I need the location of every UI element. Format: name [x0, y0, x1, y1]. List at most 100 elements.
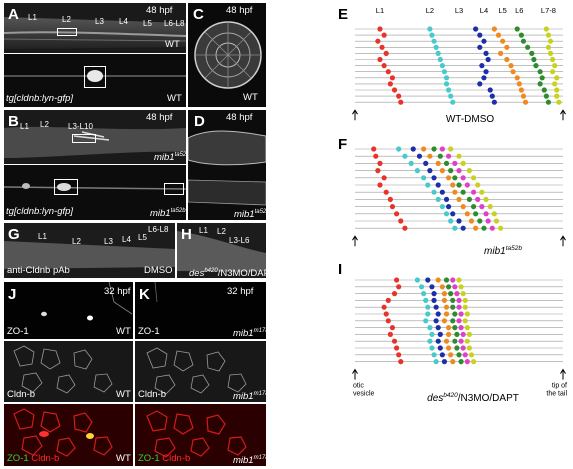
chart-point-red	[377, 182, 383, 188]
time-label-c: 48 hpf	[226, 5, 253, 16]
chart-point-red	[387, 196, 393, 202]
column-label: L5	[499, 6, 507, 15]
chart-point-yellow	[462, 318, 468, 324]
chart-point-orange	[443, 304, 450, 310]
chart-point-blue	[423, 160, 429, 166]
chart-point-orange	[427, 153, 433, 159]
genotype-a-bottom: WT	[167, 93, 182, 104]
chart-point-l5	[510, 69, 516, 75]
stain-j-mid: Cldn-b	[7, 389, 35, 400]
chart-point-yellow	[491, 211, 497, 217]
chart-point-l7-8	[547, 38, 554, 44]
chart-point-red	[381, 304, 387, 310]
chart-point-green	[466, 196, 472, 202]
inset-box-b2	[54, 179, 78, 195]
left-axis-label: otic	[353, 383, 364, 390]
chart-point-yellow	[498, 225, 504, 231]
chart-point-magenta	[456, 297, 462, 303]
chart-point-blue	[435, 182, 441, 188]
arrow-left-icon	[352, 109, 358, 121]
chart-point-l1	[391, 87, 398, 93]
chart-point-red	[389, 204, 396, 210]
chart-point-orange	[452, 189, 458, 195]
chart-point-l2	[433, 44, 439, 50]
chart-point-blue	[443, 196, 450, 202]
marker-a-3: L4	[119, 17, 128, 26]
chart-caption: desb420/N3MO/DAPT	[427, 392, 519, 404]
chart-point-orange	[446, 331, 452, 337]
chart-point-orange	[468, 218, 475, 224]
chart-point-yellow	[458, 284, 464, 290]
marker-g-0: L1	[38, 232, 47, 241]
right-axis-label: tip of	[552, 383, 567, 390]
inset-box-a2	[84, 66, 106, 88]
chart-point-magenta	[470, 189, 477, 195]
genotype-j-mid: WT	[116, 389, 131, 400]
chart-point-blue	[435, 325, 441, 331]
column-label: L3	[455, 6, 463, 15]
time-label-b: 48 hpf	[146, 112, 173, 123]
chart-point-green	[450, 297, 456, 303]
marker-b-2: L3-L10	[68, 122, 93, 131]
chart-point-orange	[441, 318, 448, 324]
panel-j-zo1: J ZO-1	[4, 282, 133, 339]
chart-point-cyan	[414, 277, 420, 283]
panel-k-merge: ZO-1 Cldn-b mib1m178	[135, 404, 266, 466]
chart-point-l5	[514, 75, 520, 81]
chart-point-yellow	[462, 304, 468, 310]
panel-g-fish-image	[4, 241, 175, 269]
chart-point-l6	[537, 81, 543, 87]
chart-point-yellow	[470, 359, 477, 365]
chart-point-red	[383, 311, 389, 317]
chart-point-blue	[456, 218, 462, 224]
stain-k-top: ZO-1	[138, 326, 160, 337]
arrow-left-icon	[352, 235, 358, 247]
chart-point-green	[443, 160, 450, 166]
marker-a-5: L6-L8	[164, 19, 185, 28]
chart-point-blue	[441, 359, 448, 365]
chart-point-green	[452, 338, 458, 344]
panel-label-b: B	[8, 113, 19, 130]
chart-point-magenta	[439, 146, 445, 152]
chart-point-red	[398, 218, 404, 224]
genotype-k-merge: mib1m178	[233, 455, 266, 466]
time-label-k: 32 hpf	[227, 286, 254, 297]
panel-c-neuromast-image	[194, 21, 262, 89]
panel-j-cldnb: Cldn-b WT	[4, 341, 133, 402]
column-label: L2	[426, 6, 434, 15]
chart-point-l2	[427, 26, 433, 32]
chart-point-l1	[385, 69, 391, 75]
time-label-j: 32 hpf	[104, 286, 131, 297]
chart-point-l6	[514, 26, 520, 32]
panel-a-bottom: tg[cldnb:lyn-gfp] WT	[4, 54, 186, 107]
chart-point-blue	[431, 175, 437, 181]
chart-point-l5	[504, 44, 510, 50]
chart-point-magenta	[456, 168, 462, 174]
chart-point-red	[391, 291, 398, 297]
chart-point-magenta	[452, 160, 458, 166]
chart-point-green	[437, 153, 443, 159]
chart-point-orange	[443, 338, 450, 344]
chart-point-l2	[448, 93, 454, 99]
chart-point-yellow	[466, 168, 472, 174]
chart-point-red	[371, 146, 377, 152]
chart-point-red	[383, 189, 389, 195]
chart-point-l4	[491, 99, 497, 105]
chart-point-green	[452, 175, 458, 181]
chart-point-l6	[520, 38, 527, 44]
chart-point-l7-8	[550, 69, 556, 75]
chart-point-cyan	[396, 146, 402, 152]
chart-point-green	[452, 325, 458, 331]
chart-point-l1	[389, 75, 396, 81]
time-label-a: 48 hpf	[146, 5, 173, 16]
chart-point-l4	[483, 69, 489, 75]
chart-point-red	[396, 352, 402, 358]
chart-point-green	[452, 311, 458, 317]
chart-point-green	[448, 168, 454, 174]
chart-point-l2	[435, 50, 441, 57]
chart-point-magenta	[483, 211, 489, 217]
arrow-right-icon	[560, 235, 566, 247]
chart-f: mib1ta52b	[352, 146, 566, 257]
chart-point-red	[381, 175, 387, 181]
